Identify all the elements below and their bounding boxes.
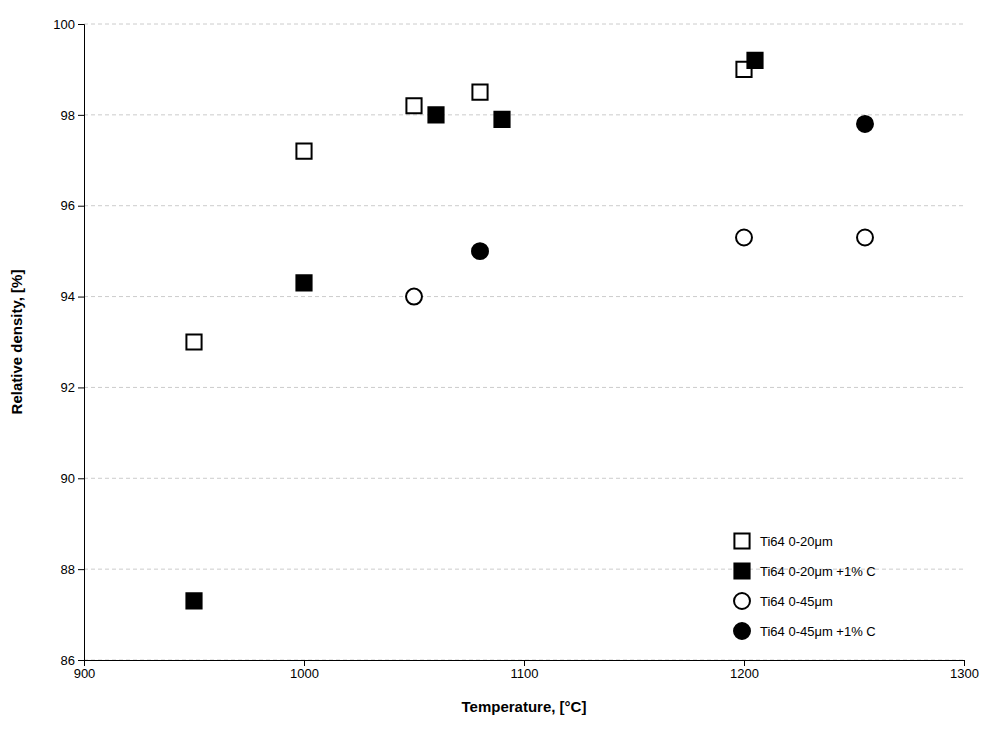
point <box>747 53 762 68</box>
legend-symbol <box>734 593 750 609</box>
tick: 1300 <box>950 660 979 681</box>
series <box>472 116 873 259</box>
plot: 900 1000 1100 1200 1300 86 88 90 92 94 96 98 100 Ti64… <box>53 17 979 682</box>
point <box>494 112 509 127</box>
tick-mark <box>78 387 84 388</box>
grid-line <box>84 387 964 388</box>
legend-label: Ti64 0-20μm +1% C <box>760 564 876 579</box>
legend-label: Ti64 0-45μm <box>760 594 833 609</box>
grid-line <box>84 205 964 206</box>
tick-mark <box>964 660 965 666</box>
tick-label: 98 <box>61 108 75 123</box>
chart: 900 1000 1100 1200 1300 86 88 90 92 94 96 98 100 Ti64… <box>0 0 1000 730</box>
axis-line <box>78 25 85 661</box>
point <box>296 144 311 159</box>
point <box>406 289 422 305</box>
axis-line <box>85 661 965 667</box>
tick: 88 <box>61 562 84 577</box>
tick: 94 <box>61 289 84 304</box>
tick-label: 94 <box>61 289 75 304</box>
tick-mark <box>78 115 84 116</box>
legend-label: Ti64 0-45μm +1% C <box>760 624 876 639</box>
tick-label: 86 <box>61 653 75 668</box>
tick-mark <box>78 297 84 298</box>
tick: 90 <box>61 471 84 486</box>
x-axis-title: Temperature, [°C] <box>462 698 587 715</box>
legend: Ti64 0-20μm Ti64 0-20μm +1% C Ti64 0-45μm T… <box>734 533 876 639</box>
point <box>736 230 752 246</box>
grid-line <box>84 114 964 115</box>
y-axis: 86 88 90 92 94 96 98 100 <box>53 17 84 668</box>
legend-item: Ti64 0-45μm +1% C <box>734 623 876 639</box>
tick-mark <box>78 569 84 570</box>
tick-label: 1000 <box>290 666 319 681</box>
y-axis-title: Relative density, [%] <box>8 270 25 415</box>
legend-symbol <box>734 533 749 548</box>
tick-label: 90 <box>61 471 75 486</box>
legend-item: Ti64 0-45μm <box>734 593 833 609</box>
tick: 1100 <box>511 660 539 681</box>
tick-label: 96 <box>61 198 75 213</box>
tick-label: 88 <box>61 562 75 577</box>
point <box>857 116 873 132</box>
point <box>186 593 201 608</box>
tick-label: 1200 <box>730 666 759 681</box>
grid-line <box>84 24 964 25</box>
series <box>406 230 873 305</box>
grid <box>84 24 964 660</box>
point <box>406 98 421 113</box>
tick: 96 <box>61 198 84 213</box>
tick-label: 100 <box>53 17 75 32</box>
tick: 92 <box>61 380 84 395</box>
point <box>472 85 487 100</box>
tick-mark <box>78 478 84 479</box>
tick: 98 <box>61 108 84 123</box>
tick: 1200 <box>730 660 759 681</box>
tick-mark <box>304 660 305 666</box>
tick: 86 <box>61 653 84 668</box>
grid-line <box>84 296 964 297</box>
legend-item: Ti64 0-20μm <box>734 533 832 548</box>
point <box>296 275 311 290</box>
tick-mark <box>744 660 745 666</box>
grid-line <box>84 478 964 479</box>
tick-mark <box>524 660 525 666</box>
x-axis: 900 1000 1100 1200 1300 <box>74 660 979 681</box>
legend-symbol <box>734 563 749 578</box>
legend-symbol <box>734 623 750 639</box>
point <box>186 334 201 349</box>
tick-label: 1100 <box>511 666 539 681</box>
series <box>186 62 751 350</box>
tick-label: 92 <box>61 380 75 395</box>
tick-label: 900 <box>74 666 96 681</box>
point <box>857 230 873 246</box>
tick: 1000 <box>290 660 319 681</box>
tick-mark <box>78 24 84 25</box>
point <box>428 107 443 122</box>
points <box>186 53 873 609</box>
tick: 100 <box>53 17 84 32</box>
tick-mark <box>78 660 84 661</box>
tick-label: 1300 <box>950 666 979 681</box>
series <box>186 53 762 609</box>
legend-item: Ti64 0-20μm +1% C <box>734 563 875 578</box>
tick-mark <box>78 206 84 207</box>
legend-label: Ti64 0-20μm <box>760 534 833 549</box>
tick: 900 <box>74 660 96 681</box>
point <box>472 243 488 259</box>
